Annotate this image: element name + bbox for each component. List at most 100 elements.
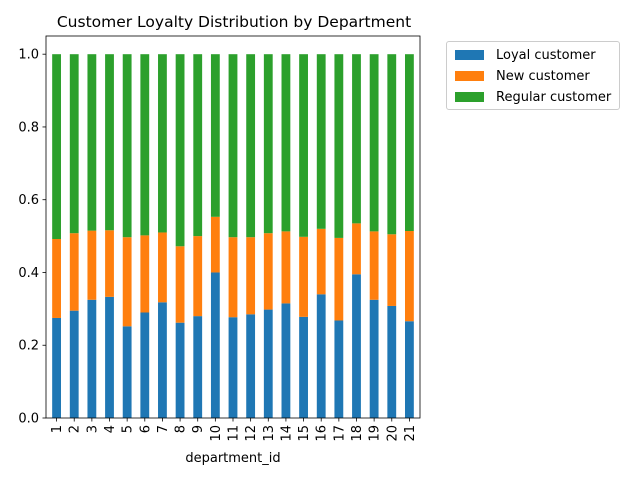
x-tick-label: 4 <box>103 425 118 433</box>
y-tick-label: 0.0 <box>18 412 39 427</box>
bar-loyal-customer-16 <box>316 294 326 418</box>
bar-loyal-customer-8 <box>175 322 185 418</box>
legend-swatch-regular <box>455 92 484 102</box>
bar-regular-customer-5 <box>122 54 132 238</box>
bar-regular-customer-17 <box>334 54 344 238</box>
bar-new-customer-1 <box>52 239 61 318</box>
x-tick-label: 8 <box>174 425 189 433</box>
bar-new-customer-8 <box>175 246 185 323</box>
bar-regular-customer-15 <box>299 54 308 237</box>
bar-loyal-customer-5 <box>122 326 132 418</box>
x-tick-label: 11 <box>227 425 242 442</box>
bar-new-customer-9 <box>193 236 203 317</box>
legend-item-loyal: Loyal customer <box>455 47 596 63</box>
bar-loyal-customer-12 <box>246 314 256 418</box>
bar-regular-customer-16 <box>316 54 326 229</box>
bar-loyal-customer-20 <box>387 305 397 418</box>
bar-loyal-customer-14 <box>281 303 291 418</box>
x-tick-label: 7 <box>156 425 171 433</box>
bar-regular-customer-4 <box>105 54 114 231</box>
bar-new-customer-19 <box>369 231 379 300</box>
bar-regular-customer-6 <box>140 54 150 236</box>
x-tick-label: 1 <box>50 425 65 433</box>
x-tick-label: 9 <box>191 425 206 433</box>
bar-loyal-customer-4 <box>105 296 114 418</box>
legend-item-regular: Regular customer <box>455 89 611 105</box>
y-tick-label: 0.8 <box>18 120 39 135</box>
bar-regular-customer-12 <box>246 54 256 238</box>
bar-loyal-customer-21 <box>405 321 414 418</box>
bar-regular-customer-21 <box>405 54 414 231</box>
bar-new-customer-3 <box>87 230 97 300</box>
x-tick-label: 10 <box>209 425 224 442</box>
legend: Loyal customer New customer Regular cust… <box>446 41 620 110</box>
bar-loyal-customer-19 <box>369 299 379 418</box>
bar-new-customer-15 <box>299 236 308 317</box>
bar-new-customer-18 <box>352 223 361 275</box>
x-tick-label: 13 <box>262 425 277 442</box>
x-axis-label: department_id <box>185 451 280 466</box>
x-tick-label: 14 <box>279 425 294 442</box>
x-tick-label: 15 <box>297 425 312 442</box>
bar-regular-customer-1 <box>52 54 61 240</box>
chart-title: Customer Loyalty Distribution by Departm… <box>57 13 411 31</box>
x-tick-label: 6 <box>138 425 153 433</box>
y-tick-label: 0.2 <box>18 339 39 354</box>
x-tick-label: 5 <box>121 425 136 433</box>
x-tick-label: 12 <box>244 425 259 442</box>
bar-loyal-customer-1 <box>52 317 61 418</box>
bar-new-customer-11 <box>228 237 238 318</box>
bar-new-customer-4 <box>105 230 114 297</box>
bar-new-customer-7 <box>158 232 167 303</box>
bar-regular-customer-20 <box>387 54 397 235</box>
bar-loyal-customer-15 <box>299 316 308 418</box>
bar-regular-customer-2 <box>69 54 79 234</box>
x-tick-label: 19 <box>368 425 383 442</box>
y-tick-label: 0.4 <box>18 266 39 281</box>
bar-loyal-customer-2 <box>69 310 79 418</box>
x-tick-label: 17 <box>332 425 347 442</box>
bar-regular-customer-14 <box>281 54 291 232</box>
x-tick-label: 16 <box>315 425 330 442</box>
bar-new-customer-2 <box>69 233 79 311</box>
bar-new-customer-10 <box>210 216 220 273</box>
bar-new-customer-16 <box>316 228 326 295</box>
bar-loyal-customer-10 <box>210 272 220 418</box>
bar-new-customer-6 <box>140 235 150 313</box>
y-tick-label: 1.0 <box>18 48 39 63</box>
bar-loyal-customer-7 <box>158 302 167 418</box>
bar-loyal-customer-9 <box>193 316 203 418</box>
bar-regular-customer-7 <box>158 54 167 233</box>
bar-loyal-customer-18 <box>352 274 361 418</box>
bar-new-customer-12 <box>246 237 256 315</box>
bar-regular-customer-9 <box>193 54 203 237</box>
bar-regular-customer-18 <box>352 54 361 224</box>
bar-regular-customer-19 <box>369 54 379 232</box>
x-tick-label: 3 <box>85 425 100 433</box>
y-tick-label: 0.6 <box>18 193 39 208</box>
bar-new-customer-20 <box>387 234 397 306</box>
legend-label-new: New customer <box>496 68 590 84</box>
legend-item-new: New customer <box>455 68 590 84</box>
x-tick-label: 20 <box>385 425 400 442</box>
bar-loyal-customer-6 <box>140 312 150 418</box>
bar-loyal-customer-3 <box>87 299 97 418</box>
bar-new-customer-13 <box>263 233 273 310</box>
legend-label-regular: Regular customer <box>496 89 612 105</box>
bar-new-customer-17 <box>334 237 344 321</box>
bar-loyal-customer-13 <box>263 309 273 418</box>
bar-regular-customer-3 <box>87 54 97 231</box>
bar-new-customer-5 <box>122 237 132 327</box>
bar-new-customer-21 <box>405 231 414 322</box>
bar-regular-customer-10 <box>210 54 220 217</box>
bar-loyal-customer-11 <box>228 317 238 418</box>
bar-regular-customer-8 <box>175 54 185 247</box>
legend-swatch-new <box>455 71 484 81</box>
legend-label-loyal: Loyal customer <box>496 47 596 63</box>
bar-regular-customer-11 <box>228 54 238 238</box>
x-tick-label: 18 <box>350 425 365 442</box>
legend-swatch-loyal <box>455 50 484 60</box>
bar-regular-customer-13 <box>263 54 273 234</box>
x-tick-label: 2 <box>68 425 83 433</box>
